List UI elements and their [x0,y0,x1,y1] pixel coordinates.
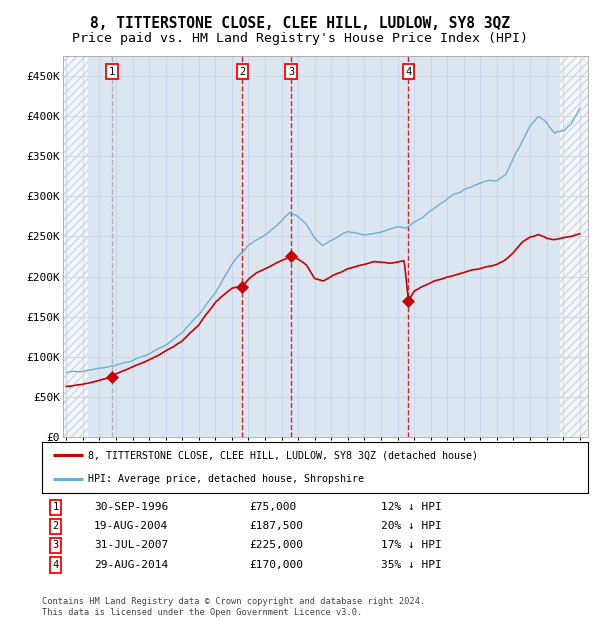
Text: 8, TITTERSTONE CLOSE, CLEE HILL, LUDLOW, SY8 3QZ (detached house): 8, TITTERSTONE CLOSE, CLEE HILL, LUDLOW,… [88,450,478,460]
Text: 3: 3 [288,67,295,77]
Text: 31-JUL-2007: 31-JUL-2007 [94,540,168,550]
Text: 4: 4 [53,560,59,570]
Text: £75,000: £75,000 [250,502,297,512]
Text: 3: 3 [53,540,59,550]
Text: 17% ↓ HPI: 17% ↓ HPI [380,540,441,550]
Text: 2: 2 [239,67,245,77]
Text: 19-AUG-2004: 19-AUG-2004 [94,521,168,531]
Text: 4: 4 [406,67,412,77]
Text: 30-SEP-1996: 30-SEP-1996 [94,502,168,512]
Text: 20% ↓ HPI: 20% ↓ HPI [380,521,441,531]
Text: HPI: Average price, detached house, Shropshire: HPI: Average price, detached house, Shro… [88,474,364,484]
Text: 35% ↓ HPI: 35% ↓ HPI [380,560,441,570]
Text: 8, TITTERSTONE CLOSE, CLEE HILL, LUDLOW, SY8 3QZ: 8, TITTERSTONE CLOSE, CLEE HILL, LUDLOW,… [90,16,510,30]
Text: £225,000: £225,000 [250,540,304,550]
Text: Price paid vs. HM Land Registry's House Price Index (HPI): Price paid vs. HM Land Registry's House … [72,32,528,45]
Text: 12% ↓ HPI: 12% ↓ HPI [380,502,441,512]
Text: 1: 1 [53,502,59,512]
Text: 2: 2 [53,521,59,531]
Text: 29-AUG-2014: 29-AUG-2014 [94,560,168,570]
Text: £170,000: £170,000 [250,560,304,570]
Text: 1: 1 [109,67,115,77]
Text: Contains HM Land Registry data © Crown copyright and database right 2024.
This d: Contains HM Land Registry data © Crown c… [42,598,425,617]
Text: £187,500: £187,500 [250,521,304,531]
